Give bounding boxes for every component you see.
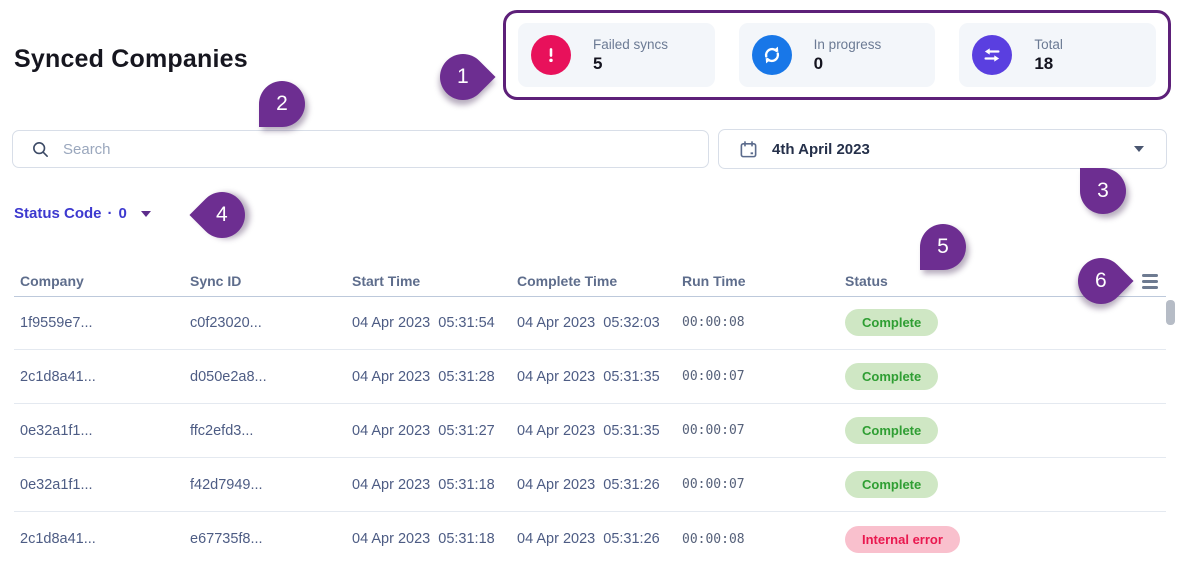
table-row[interactable]: 2c1d8a41... d050e2a8... 04 Apr 2023 05:3…	[14, 350, 1166, 404]
search-box	[12, 130, 709, 168]
status-badge: Complete	[845, 417, 939, 444]
column-header-run-time[interactable]: Run Time	[682, 273, 746, 289]
total-label: Total	[1034, 36, 1063, 52]
complete-time-cell: 04 Apr 2023 05:31:26	[517, 531, 660, 547]
date-picker-value: 4th April 2023	[772, 140, 870, 158]
run-time-cell: 00:00:07	[682, 369, 745, 384]
company-cell: 0e32a1f1...	[20, 422, 93, 439]
synced-companies-table: Company Sync ID Start Time Complete Time…	[14, 266, 1166, 566]
table-row[interactable]: 2c1d8a41... e67735f8... 04 Apr 2023 05:3…	[14, 512, 1166, 566]
annotation-marker-5: 5	[920, 224, 966, 270]
sync-id-cell: f42d7949...	[190, 476, 263, 493]
table-row[interactable]: 0e32a1f1... ffc2efd3... 04 Apr 2023 05:3…	[14, 404, 1166, 458]
company-cell: 2c1d8a41...	[20, 368, 96, 385]
status-code-separator: ·	[107, 205, 113, 222]
status-badge: Complete	[845, 309, 939, 336]
date-picker[interactable]: 4th April 2023	[718, 129, 1167, 169]
sync-id-cell: ffc2efd3...	[190, 422, 254, 439]
start-time-cell: 04 Apr 2023 05:31:27	[352, 422, 495, 439]
annotation-marker-4: 4	[189, 182, 255, 248]
sync-id-cell: c0f23020...	[190, 314, 262, 331]
annotation-marker-1: 1	[430, 44, 496, 110]
vertical-scrollbar-thumb[interactable]	[1166, 300, 1175, 325]
failed-syncs-value: 5	[593, 53, 603, 73]
complete-time-cell: 04 Apr 2023 05:31:35	[517, 368, 660, 385]
failed-syncs-card: Failed syncs 5	[518, 23, 715, 87]
status-badge: Complete	[845, 471, 939, 498]
table-menu-icon[interactable]	[1142, 274, 1158, 289]
chevron-down-icon[interactable]	[1134, 146, 1144, 152]
table-row[interactable]: 1f9559e7... c0f23020... 04 Apr 2023 05:3…	[14, 296, 1166, 350]
status-badge: Internal error	[845, 525, 960, 553]
sync-id-cell: e67735f8...	[190, 531, 263, 547]
stats-highlight-ring: Failed syncs 5 In progress 0	[503, 10, 1171, 100]
company-cell: 2c1d8a41...	[20, 531, 96, 547]
search-input[interactable]	[63, 140, 708, 158]
start-time-cell: 04 Apr 2023 05:31:54	[352, 314, 495, 331]
table-header-divider	[14, 296, 1166, 297]
in-progress-value: 0	[813, 53, 824, 73]
complete-time-cell: 04 Apr 2023 05:32:03	[517, 314, 660, 331]
start-time-cell: 04 Apr 2023 05:31:28	[352, 368, 495, 385]
sync-icon	[751, 35, 792, 75]
column-header-company[interactable]: Company	[20, 273, 84, 289]
company-cell: 1f9559e7...	[20, 314, 93, 331]
total-card: Total 18	[959, 23, 1157, 87]
complete-time-cell: 04 Apr 2023 05:31:35	[517, 422, 660, 439]
total-value: 18	[1034, 53, 1054, 73]
column-header-status[interactable]: Status	[845, 273, 888, 289]
complete-time-cell: 04 Apr 2023 05:31:26	[517, 476, 660, 493]
column-header-sync-id[interactable]: Sync ID	[190, 273, 242, 289]
transfer-arrows-icon	[972, 35, 1013, 75]
table-header-row: Company Sync ID Start Time Complete Time…	[14, 266, 1166, 296]
run-time-cell: 00:00:07	[682, 477, 745, 492]
status-code-filter[interactable]: Status Code · 0	[14, 205, 151, 222]
annotation-marker-3: 3	[1080, 168, 1126, 214]
start-time-cell: 04 Apr 2023 05:31:18	[352, 476, 495, 493]
run-time-cell: 00:00:08	[682, 315, 745, 330]
status-code-count: 0	[118, 205, 127, 222]
status-badge: Complete	[845, 363, 939, 390]
table-row[interactable]: 0e32a1f1... f42d7949... 04 Apr 2023 05:3…	[14, 458, 1166, 512]
calendar-icon	[740, 140, 757, 157]
run-time-cell: 00:00:07	[682, 423, 745, 438]
start-time-cell: 04 Apr 2023 05:31:18	[352, 531, 495, 547]
in-progress-label: In progress	[813, 36, 882, 52]
company-cell: 0e32a1f1...	[20, 476, 93, 493]
alert-icon	[531, 35, 571, 75]
search-icon	[33, 141, 48, 157]
column-header-start-time[interactable]: Start Time	[352, 273, 421, 289]
column-header-complete-time[interactable]: Complete Time	[517, 273, 618, 289]
failed-syncs-label: Failed syncs	[593, 36, 669, 52]
status-code-label: Status Code	[14, 205, 102, 222]
in-progress-card: In progress 0	[738, 23, 936, 87]
page-title: Synced Companies	[14, 45, 248, 73]
sync-id-cell: d050e2a8...	[190, 368, 267, 385]
annotation-marker-2: 2	[259, 81, 305, 127]
chevron-down-icon	[140, 210, 151, 217]
run-time-cell: 00:00:08	[682, 531, 745, 547]
